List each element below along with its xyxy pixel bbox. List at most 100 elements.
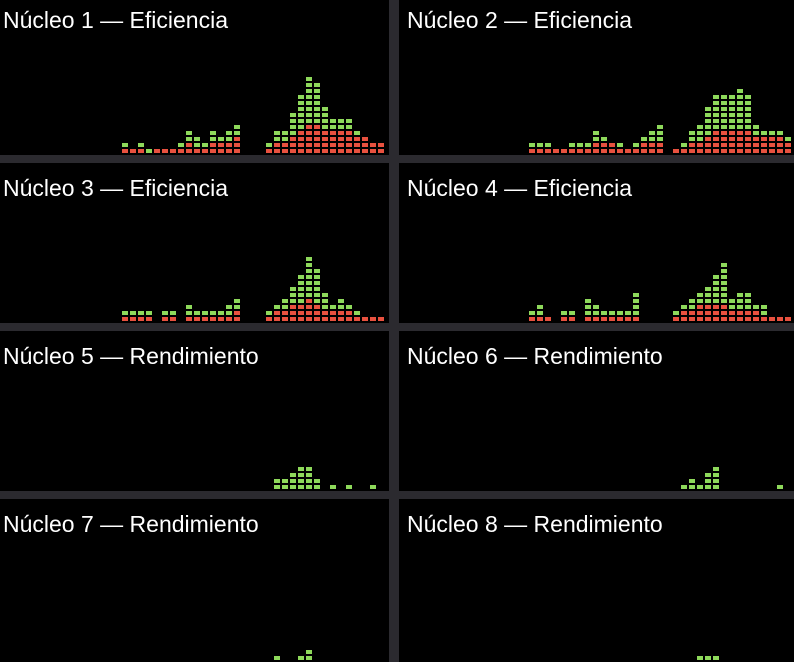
system-load-cell	[529, 317, 535, 321]
system-load-cell	[673, 317, 679, 321]
system-load-cell	[170, 317, 176, 321]
system-load-cell	[378, 317, 384, 321]
system-load-cell	[178, 149, 184, 153]
user-load-cell	[657, 131, 663, 135]
system-load-cell	[745, 311, 751, 315]
system-load-cell	[713, 143, 719, 147]
user-load-cell	[306, 113, 312, 117]
system-load-cell	[370, 317, 376, 321]
user-load-cell	[705, 287, 711, 291]
user-load-cell	[306, 263, 312, 267]
system-load-cell	[721, 143, 727, 147]
user-load-cell	[753, 305, 759, 309]
system-load-cell	[306, 311, 312, 315]
core-5-history-graph	[274, 467, 376, 489]
core-5-title: Núcleo 5 — Rendimiento	[3, 343, 259, 369]
system-load-cell	[226, 149, 232, 153]
user-load-cell	[282, 485, 288, 489]
system-load-cell	[218, 149, 224, 153]
user-load-cell	[593, 311, 599, 315]
system-load-cell	[346, 311, 352, 315]
system-load-cell	[306, 125, 312, 129]
user-load-cell	[777, 131, 783, 135]
user-load-cell	[705, 119, 711, 123]
system-load-cell	[314, 305, 320, 309]
system-load-cell	[330, 137, 336, 141]
user-load-cell	[186, 305, 192, 309]
user-load-cell	[657, 137, 663, 141]
system-load-cell	[354, 137, 360, 141]
user-load-cell	[721, 95, 727, 99]
user-load-cell	[306, 77, 312, 81]
user-load-cell	[306, 95, 312, 99]
system-load-cell	[545, 317, 551, 321]
user-load-cell	[721, 293, 727, 297]
user-load-cell	[761, 131, 767, 135]
system-load-cell	[617, 149, 623, 153]
user-load-cell	[314, 101, 320, 105]
user-load-cell	[705, 125, 711, 129]
user-load-cell	[298, 125, 304, 129]
system-load-cell	[138, 317, 144, 321]
user-load-cell	[282, 137, 288, 141]
system-load-cell	[729, 149, 735, 153]
user-load-cell	[761, 305, 767, 309]
user-load-cell	[777, 485, 783, 489]
user-load-cell	[346, 125, 352, 129]
user-load-cell	[290, 293, 296, 297]
system-load-cell	[162, 317, 168, 321]
user-load-cell	[729, 305, 735, 309]
user-load-cell	[737, 95, 743, 99]
system-load-cell	[761, 143, 767, 147]
system-load-cell	[122, 317, 128, 321]
user-load-cell	[689, 485, 695, 489]
user-load-cell	[657, 125, 663, 129]
user-load-cell	[298, 119, 304, 123]
user-load-cell	[298, 95, 304, 99]
user-load-cell	[306, 83, 312, 87]
system-load-cell	[186, 149, 192, 153]
user-load-cell	[753, 125, 759, 129]
user-load-cell	[633, 311, 639, 315]
user-load-cell	[234, 125, 240, 129]
system-load-cell	[705, 143, 711, 147]
user-load-cell	[306, 101, 312, 105]
user-load-cell	[298, 467, 304, 471]
user-load-cell	[729, 299, 735, 303]
system-load-cell	[274, 311, 280, 315]
user-load-cell	[737, 293, 743, 297]
user-load-cell	[737, 299, 743, 303]
user-load-cell	[338, 305, 344, 309]
user-load-cell	[290, 299, 296, 303]
system-load-cell	[649, 143, 655, 147]
user-load-cell	[210, 131, 216, 135]
user-load-cell	[314, 95, 320, 99]
user-load-cell	[681, 485, 687, 489]
user-load-cell	[210, 137, 216, 141]
user-load-cell	[314, 293, 320, 297]
core-3-history-graph	[122, 257, 384, 321]
system-load-cell	[378, 143, 384, 147]
user-load-cell	[729, 95, 735, 99]
user-load-cell	[306, 257, 312, 261]
system-load-cell	[713, 131, 719, 135]
user-load-cell	[306, 479, 312, 483]
user-load-cell	[713, 467, 719, 471]
system-load-cell	[298, 143, 304, 147]
system-load-cell	[769, 143, 775, 147]
user-load-cell	[314, 287, 320, 291]
system-load-cell	[194, 317, 200, 321]
user-load-cell	[274, 485, 280, 489]
system-load-cell	[362, 317, 368, 321]
user-load-cell	[306, 281, 312, 285]
user-load-cell	[338, 299, 344, 303]
system-load-cell	[609, 143, 615, 147]
user-load-cell	[314, 281, 320, 285]
user-load-cell	[673, 311, 679, 315]
system-load-cell	[362, 143, 368, 147]
user-load-cell	[745, 95, 751, 99]
core-2-panel: Núcleo 2 — Eficiencia	[399, 0, 794, 155]
system-load-cell	[553, 149, 559, 153]
user-load-cell	[194, 311, 200, 315]
user-load-cell	[298, 473, 304, 477]
